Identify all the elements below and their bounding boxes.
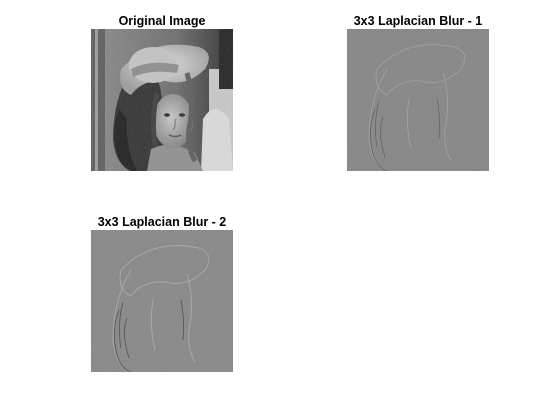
laplacian-image-1	[347, 29, 489, 171]
panel-original-image: Original Image	[91, 13, 233, 171]
panel-title: 3x3 Laplacian Blur - 1	[353, 14, 483, 28]
panel-laplacian-1: 3x3 Laplacian Blur - 1	[347, 13, 489, 171]
panel-title: Original Image	[118, 14, 206, 28]
panel-laplacian-2: 3x3 Laplacian Blur - 2	[91, 214, 233, 372]
panel-title: 3x3 Laplacian Blur - 2	[97, 215, 227, 229]
laplacian-image-2	[91, 230, 233, 372]
original-image	[91, 29, 233, 171]
